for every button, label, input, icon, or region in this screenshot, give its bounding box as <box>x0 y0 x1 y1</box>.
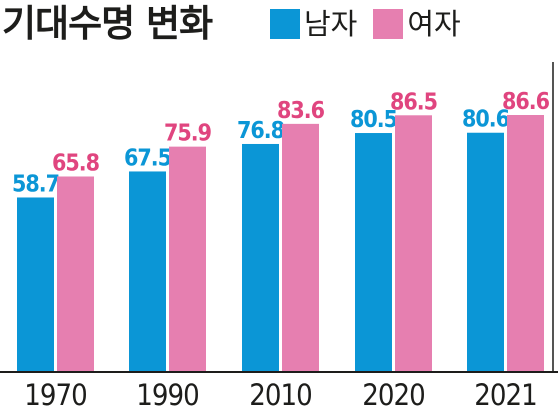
x-tick-label-2010: 2010 <box>249 378 311 412</box>
data-label-male-2020: 80.5 <box>350 107 397 133</box>
chart-legend: 남자 여자 <box>270 8 477 40</box>
data-label-male-1990: 67.5 <box>124 145 171 171</box>
bar-female-2020 <box>395 115 432 371</box>
x-tick-label-2021: 2021 <box>474 378 536 412</box>
data-label-female-2021: 86.6 <box>502 89 550 115</box>
bar-female-1970 <box>57 176 94 371</box>
legend-label-female: 여자 <box>407 7 461 41</box>
bar-female-2021 <box>507 115 544 371</box>
bar-male-1970 <box>17 197 54 371</box>
bar-female-2010 <box>282 123 319 371</box>
x-tick-label-2020: 2020 <box>362 378 424 412</box>
bar-male-2021 <box>467 132 504 371</box>
data-label-male-1970: 58.7 <box>12 171 59 197</box>
x-tick-label-1970: 1970 <box>24 378 86 412</box>
data-label-male-2021: 80.6 <box>462 107 510 133</box>
bar-male-2010 <box>242 143 279 371</box>
data-label-female-1970: 65.8 <box>52 150 100 176</box>
data-label-female-2010: 83.6 <box>277 98 325 124</box>
legend-item-female: 여자 <box>373 7 461 41</box>
data-label-female-2020: 86.5 <box>390 89 437 115</box>
data-label-male-2010: 76.8 <box>237 118 285 144</box>
legend-swatch-male <box>270 9 300 39</box>
bar-male-1990 <box>129 171 166 371</box>
legend-item-male: 남자 <box>270 8 357 40</box>
data-label-female-1990: 75.9 <box>164 121 212 147</box>
legend-label-male: 남자 <box>304 7 358 41</box>
x-tick-label-1990: 1990 <box>136 378 198 412</box>
chart-title: 기대수명 변화 <box>2 2 213 45</box>
legend-swatch-female <box>373 9 404 39</box>
bar-male-2020 <box>355 133 392 371</box>
bar-female-1990 <box>169 146 206 371</box>
